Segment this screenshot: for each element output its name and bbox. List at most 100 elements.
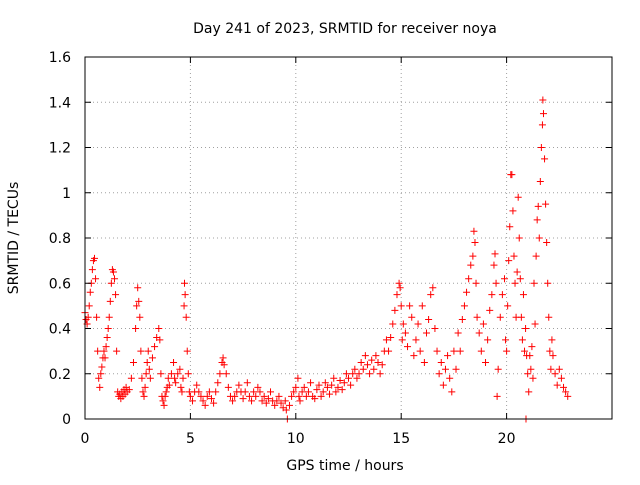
data-point xyxy=(544,280,551,287)
data-point xyxy=(178,388,185,395)
data-point xyxy=(537,178,544,185)
data-point xyxy=(212,388,219,395)
data-point xyxy=(297,397,304,404)
data-point xyxy=(366,370,373,377)
data-point xyxy=(473,280,480,287)
data-point xyxy=(193,382,200,389)
data-point xyxy=(497,314,504,321)
x-tick-label: 0 xyxy=(81,431,90,447)
data-point xyxy=(170,359,177,366)
data-point xyxy=(542,201,549,208)
data-point xyxy=(244,379,251,386)
data-point xyxy=(134,284,141,291)
data-point xyxy=(431,325,438,332)
data-point xyxy=(556,366,563,373)
data-point xyxy=(94,348,101,355)
data-point xyxy=(286,402,293,409)
data-point xyxy=(446,375,453,382)
data-point xyxy=(490,262,497,269)
data-point xyxy=(393,291,400,298)
data-point xyxy=(534,216,541,223)
data-point xyxy=(151,343,158,350)
data-point xyxy=(474,314,481,321)
data-point xyxy=(526,352,533,359)
data-point xyxy=(525,388,532,395)
data-point xyxy=(171,375,178,382)
data-point xyxy=(529,375,536,382)
data-point xyxy=(469,253,476,260)
data-point xyxy=(457,348,464,355)
data-point xyxy=(528,343,535,350)
data-point xyxy=(267,388,274,395)
y-tick-label: 0.6 xyxy=(49,276,71,292)
data-point xyxy=(307,379,314,386)
y-tick-label: 0.8 xyxy=(49,231,71,247)
data-point xyxy=(143,370,150,377)
data-point xyxy=(130,359,137,366)
data-point xyxy=(144,359,151,366)
y-tick-label: 1 xyxy=(62,186,71,202)
x-axis-label: GPS time / hours xyxy=(286,458,403,474)
data-point xyxy=(406,302,413,309)
data-point xyxy=(220,354,227,361)
chart-svg: Day 241 of 2023, SRMTID for receiver noy… xyxy=(0,0,640,480)
data-point xyxy=(548,336,555,343)
data-point xyxy=(504,302,511,309)
data-point xyxy=(554,382,561,389)
x-tick-label: 15 xyxy=(392,431,410,447)
data-point xyxy=(524,370,531,377)
data-point xyxy=(425,316,432,323)
data-point xyxy=(132,325,139,332)
data-point xyxy=(455,330,462,337)
data-point xyxy=(510,253,517,260)
data-point xyxy=(347,382,354,389)
data-point xyxy=(453,366,460,373)
data-point xyxy=(540,110,547,117)
data-point xyxy=(87,289,94,296)
y-axis-label: SRMTID / TECUs xyxy=(6,182,22,295)
y-tick-label: 0 xyxy=(62,412,71,428)
data-point xyxy=(541,155,548,162)
data-point xyxy=(506,223,513,230)
data-point xyxy=(163,388,170,395)
data-point xyxy=(398,302,405,309)
data-point xyxy=(502,336,509,343)
y-tick-label: 0.2 xyxy=(49,367,71,383)
data-point xyxy=(146,366,153,373)
data-point xyxy=(438,359,445,366)
data-point xyxy=(514,268,521,275)
y-tick-label: 1.2 xyxy=(49,141,71,157)
data-point xyxy=(404,343,411,350)
data-point xyxy=(465,275,472,282)
y-tick-label: 1.6 xyxy=(49,50,71,66)
data-point xyxy=(436,370,443,377)
data-point xyxy=(93,314,100,321)
data-point xyxy=(417,348,424,355)
data-point xyxy=(216,370,223,377)
data-point xyxy=(145,348,152,355)
data-point xyxy=(408,314,415,321)
data-point xyxy=(415,320,422,327)
data-point xyxy=(478,348,485,355)
data-point xyxy=(89,266,96,273)
data-point xyxy=(434,348,441,355)
data-point xyxy=(543,239,550,246)
data-point xyxy=(370,366,377,373)
data-point xyxy=(214,379,221,386)
data-point xyxy=(495,366,502,373)
data-point xyxy=(147,375,154,382)
data-point xyxy=(519,336,526,343)
data-point xyxy=(547,366,554,373)
data-point xyxy=(488,291,495,298)
data-point xyxy=(165,375,172,382)
data-point xyxy=(440,382,447,389)
data-point xyxy=(141,393,148,400)
data-point xyxy=(429,284,436,291)
data-point xyxy=(486,307,493,314)
data-point xyxy=(137,348,144,355)
data-point xyxy=(397,284,404,291)
grid-layer xyxy=(85,57,612,419)
data-point xyxy=(185,370,192,377)
data-point xyxy=(161,402,168,409)
data-point xyxy=(112,291,119,298)
